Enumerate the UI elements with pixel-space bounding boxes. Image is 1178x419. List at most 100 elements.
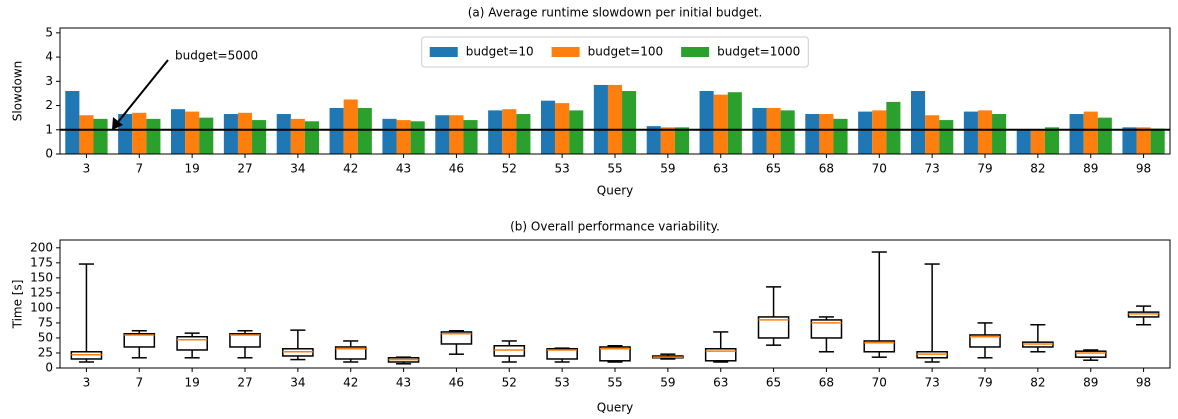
bar — [1136, 127, 1151, 154]
bar — [622, 91, 637, 154]
x-tick-label: 53 — [555, 376, 570, 390]
x-tick-label: 68 — [819, 376, 834, 390]
x-tick-label: 34 — [290, 162, 305, 176]
bar — [713, 94, 728, 154]
y-tick-label: 2 — [45, 98, 53, 112]
x-tick-label: 42 — [343, 376, 358, 390]
legend-box — [421, 36, 809, 68]
y-tick-label: 5 — [45, 25, 53, 39]
bar — [766, 107, 781, 154]
bar — [516, 114, 531, 154]
x-tick-label: 46 — [449, 162, 464, 176]
bar — [276, 114, 291, 154]
x-tick-label: 98 — [1136, 376, 1151, 390]
bar — [329, 107, 344, 154]
x-tick-label: 7 — [135, 376, 143, 390]
bar — [593, 84, 608, 154]
axes-frame — [59, 27, 1171, 155]
x-tick-label: 55 — [607, 162, 622, 176]
x-tick-label: 27 — [237, 376, 252, 390]
bar — [93, 118, 108, 154]
bar — [646, 126, 661, 154]
bar — [1083, 111, 1098, 154]
y-tick-label: 50 — [38, 330, 53, 344]
bar — [660, 127, 675, 154]
bar — [925, 115, 940, 154]
bar — [963, 111, 978, 154]
legend-swatch — [429, 47, 458, 57]
x-tick-label: 73 — [925, 376, 940, 390]
x-tick-label: 42 — [343, 162, 358, 176]
box — [546, 348, 578, 360]
x-tick-label: 82 — [1030, 162, 1045, 176]
x-tick-label: 63 — [713, 162, 728, 176]
bar — [858, 111, 873, 154]
box — [704, 348, 737, 362]
y-axis-label: Slowdown — [11, 61, 25, 122]
y-tick-label: 175 — [30, 255, 53, 269]
y-tick-label: 125 — [30, 285, 53, 299]
bar — [171, 109, 186, 154]
bar — [727, 92, 742, 154]
bar — [410, 121, 425, 154]
bar — [146, 118, 161, 154]
x-tick-label: 53 — [555, 162, 570, 176]
bar — [939, 120, 954, 154]
legend-label: budget=1000 — [717, 45, 800, 59]
x-tick-label: 43 — [396, 376, 411, 390]
x-tick-label: 98 — [1136, 162, 1151, 176]
legend-label: budget=10 — [466, 45, 534, 59]
bar — [674, 127, 689, 154]
box — [493, 345, 526, 357]
bar — [449, 115, 464, 154]
x-tick-label: 63 — [713, 376, 728, 390]
x-tick-label: 52 — [502, 376, 517, 390]
y-tick-label: 0 — [45, 147, 53, 161]
bar — [992, 114, 1007, 154]
bar — [1016, 129, 1031, 154]
x-tick-label: 68 — [819, 162, 834, 176]
annotation-arrow — [117, 59, 169, 123]
bar — [1044, 127, 1059, 154]
x-tick-label: 89 — [1083, 376, 1098, 390]
bar — [304, 121, 319, 154]
x-tick-label: 7 — [135, 162, 143, 176]
y-tick-label: 0 — [45, 361, 53, 375]
x-tick-label: 19 — [185, 162, 200, 176]
box — [1074, 350, 1107, 358]
x-tick-label: 19 — [185, 376, 200, 390]
bar — [977, 110, 993, 154]
bar — [65, 91, 80, 154]
y-tick-label: 200 — [30, 240, 53, 254]
bar — [252, 120, 267, 154]
x-tick-label: 59 — [660, 162, 675, 176]
box — [757, 316, 790, 339]
bar — [569, 110, 584, 154]
bar — [780, 110, 795, 154]
bar — [541, 100, 556, 154]
x-tick-label: 65 — [766, 162, 781, 176]
chart-title: (b) Overall performance variability. — [510, 220, 720, 234]
bar — [290, 118, 305, 154]
bar — [886, 101, 901, 154]
bar — [1030, 129, 1045, 154]
box — [969, 334, 1001, 348]
bar — [185, 111, 200, 154]
bar — [237, 112, 253, 154]
bar — [435, 115, 450, 154]
bar — [607, 84, 623, 154]
legend-swatch — [551, 47, 580, 57]
bar — [79, 115, 94, 154]
bar — [463, 120, 478, 154]
bar — [382, 118, 397, 154]
x-tick-label: 52 — [502, 162, 517, 176]
bar — [488, 110, 503, 154]
legend-swatch — [681, 47, 710, 57]
box — [123, 332, 156, 348]
bar — [1150, 128, 1165, 154]
box — [176, 336, 208, 351]
bar — [1069, 114, 1084, 154]
x-axis-label: Query — [597, 401, 633, 415]
bar — [911, 91, 926, 154]
